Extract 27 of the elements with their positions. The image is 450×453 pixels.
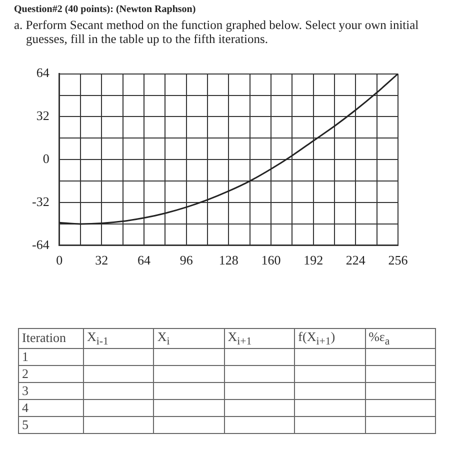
y-tick-label: 64 — [36, 65, 50, 80]
x-tick-label: 96 — [180, 252, 194, 268]
text: 1 — [18, 348, 84, 366]
x-tick-label: 0 — [56, 252, 63, 268]
text: X$_{i-1}$ — [84, 328, 154, 348]
chart-title: Question#2 (40 points): (Newton Raphson) — [14, 4, 196, 15]
y-tick-label: -64 — [32, 236, 50, 252]
text: 4 — [18, 399, 84, 416]
x-tick-label: 192 — [304, 252, 324, 268]
chart-subtitle: a. Perform Secant method on the function graphed below. Select your own initial guesses, fill in the table up to the fifth iterations. — [14, 18, 420, 46]
y-tick-label: -32 — [32, 194, 50, 209]
text: %ε$_{a}$ — [365, 328, 436, 348]
x-tick-label: 64 — [137, 252, 151, 268]
text: 2 — [18, 365, 84, 382]
x-tick-label: 160 — [261, 252, 281, 268]
x-tick-label: 32 — [95, 252, 108, 268]
text: 3 — [18, 382, 84, 400]
text: f(X$_{i+1}$) — [294, 328, 366, 348]
text: Iteration — [18, 328, 84, 348]
text: X$_{i+1}$ — [224, 328, 295, 348]
y-tick-label: 32 — [36, 108, 50, 124]
x-tick-label: 256 — [388, 252, 408, 268]
text: X$_{i}$ — [154, 328, 224, 348]
x-tick-label: 224 — [346, 252, 366, 268]
y-tick-label: 0 — [42, 151, 50, 166]
text: 5 — [18, 416, 84, 434]
x-tick-label: 128 — [218, 252, 238, 268]
